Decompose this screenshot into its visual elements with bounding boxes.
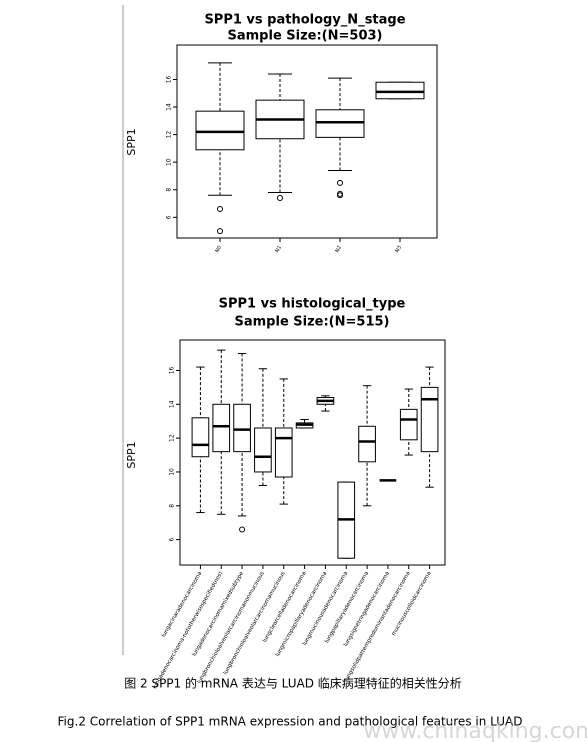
y-tick-label: 10 <box>166 158 173 166</box>
y-tick-label: 14 <box>169 400 176 408</box>
y-tick-label: 16 <box>166 75 173 83</box>
x-tick-label: N3 <box>394 245 403 254</box>
chart-1: SPP1 vs pathology_N_stage Sample Size:(N… <box>125 13 438 254</box>
caption-cn: 图 2 SPP1 的 mRNA 表达与 LUAD 临床病理特征的相关性分析 <box>124 676 462 691</box>
plot-frame <box>179 339 446 566</box>
chart-title: SPP1 vs pathology_N_stage <box>204 13 405 28</box>
outlier <box>239 526 246 533</box>
outlier <box>217 206 223 213</box>
outlier <box>277 195 283 202</box>
chart-title: SPP1 vs histological_type <box>219 297 406 312</box>
x-tick-label: N2 <box>334 245 343 254</box>
chart-subtitle: Sample Size:(N=503) <box>228 29 383 44</box>
outlier <box>337 179 343 186</box>
plot-frame <box>176 44 438 239</box>
box <box>195 110 245 151</box>
y-tick-label: 14 <box>166 103 173 111</box>
y-tick-label: 6 <box>166 215 173 219</box>
x-tick-label: lungpapillaryadenocarcinoma <box>324 571 370 645</box>
x-tick-label: N0 <box>214 245 223 254</box>
box <box>233 403 251 453</box>
x-tick-label: N1 <box>274 245 283 254</box>
box <box>191 417 210 458</box>
y-tick-label: 8 <box>169 504 176 508</box>
outlier <box>217 228 223 235</box>
chart-2: SPP1 vs histological_type Sample Size:(N… <box>125 297 446 690</box>
y-tick-label: 10 <box>169 468 176 476</box>
y-axis-label: SPP1 <box>125 441 138 468</box>
box <box>358 425 376 463</box>
caption-en: Fig.2 Correlation of SPP1 mRNA expressio… <box>58 715 523 729</box>
chart-subtitle: Sample Size:(N=515) <box>235 315 390 330</box>
box <box>420 386 439 453</box>
y-tick-label: 16 <box>169 366 176 374</box>
box <box>375 81 425 100</box>
outlier <box>337 192 343 199</box>
y-axis-label: SPP1 <box>125 128 138 155</box>
box <box>399 408 418 441</box>
x-tick-label: lungclearcelladenocarcinoma <box>262 571 308 644</box>
y-tick-label: 12 <box>169 434 176 442</box>
x-tick-label: lungacinaradenocarcinoma <box>161 571 204 639</box>
box <box>274 427 293 478</box>
box <box>254 427 272 473</box>
y-tick-label: 8 <box>166 188 173 192</box>
y-tick-label: 6 <box>169 538 176 542</box>
box <box>212 403 231 453</box>
watermark: www.chinaqking.com <box>363 719 587 742</box>
x-tick-label: mucinouscolloidcarcinoma <box>391 571 433 637</box>
box <box>315 109 365 138</box>
y-tick-label: 12 <box>166 131 173 139</box>
